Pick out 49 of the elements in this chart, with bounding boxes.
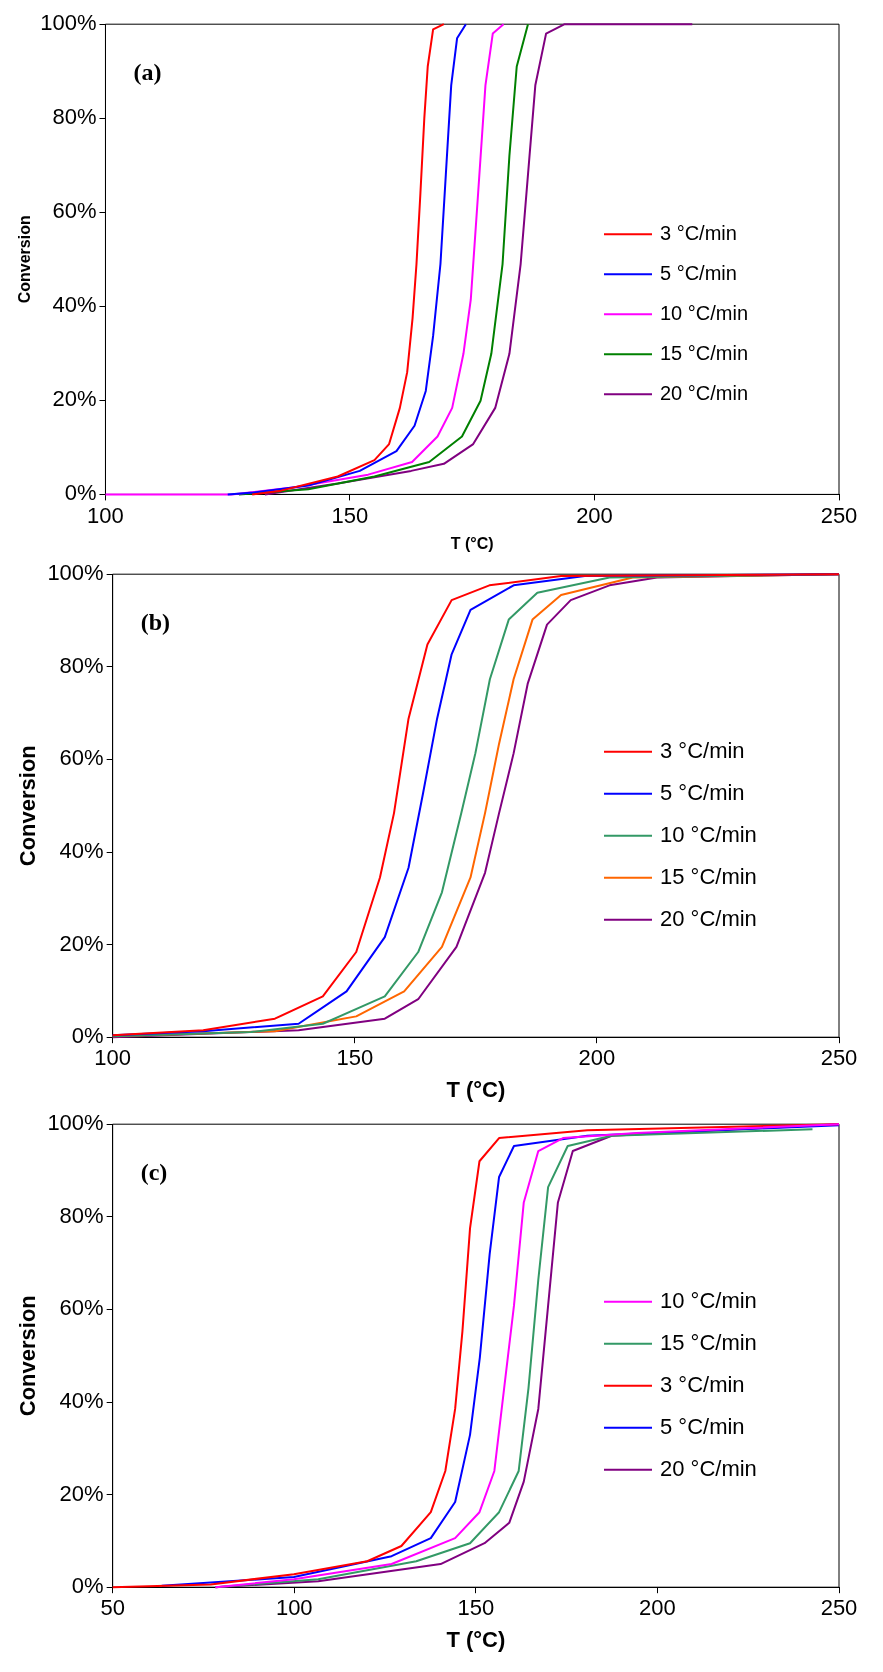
y-tick-label: 20% xyxy=(59,930,104,956)
y-axis-title: Conversion xyxy=(15,1295,41,1417)
legend-label: 3 °C/min xyxy=(660,737,745,763)
y-axis-title: Conversion xyxy=(16,215,34,304)
y-tick-label: 60% xyxy=(59,745,104,771)
x-axis-title: T (°C) xyxy=(446,1626,506,1652)
annotation: (c) xyxy=(140,1159,168,1186)
annotation: (b) xyxy=(140,609,171,636)
annotation: (a) xyxy=(133,59,162,86)
x-tick-label: 200 xyxy=(576,502,613,528)
y-tick-label: 100% xyxy=(47,1110,104,1136)
x-tick-label: 150 xyxy=(336,1045,374,1071)
x-tick-label: 150 xyxy=(331,502,369,528)
x-tick-label: 100 xyxy=(275,1595,313,1621)
x-tick-label: 250 xyxy=(820,502,858,528)
y-tick-label: 20% xyxy=(52,386,97,412)
legend-label: 10 °C/min xyxy=(660,301,749,324)
y-tick-label: 80% xyxy=(52,104,97,130)
y-tick-label: 100% xyxy=(40,10,97,36)
legend-label: 20 °C/min xyxy=(660,381,749,404)
y-tick-label: 80% xyxy=(59,1202,104,1228)
x-axis-title: T (°C) xyxy=(446,1076,506,1102)
legend-label: 5 °C/min xyxy=(660,261,737,284)
y-tick-label: 40% xyxy=(59,1388,104,1414)
legend-label: 15 °C/min xyxy=(660,341,749,364)
x-tick-label: 200 xyxy=(639,1595,676,1621)
legend-label: 3 °C/min xyxy=(660,221,737,244)
y-tick-label: 20% xyxy=(59,1480,104,1506)
legend-label: 15 °C/min xyxy=(660,1329,757,1355)
y-tick-label: 60% xyxy=(52,198,97,224)
legend-label: 10 °C/min xyxy=(660,821,757,847)
legend-label: 15 °C/min xyxy=(660,863,757,889)
y-tick-label: 40% xyxy=(59,838,104,864)
y-axis-title: Conversion xyxy=(15,745,41,867)
y-tick-label: 80% xyxy=(59,652,104,678)
legend-label: 5 °C/min xyxy=(660,1413,745,1439)
x-tick-label: 250 xyxy=(820,1595,858,1621)
x-tick-label: 250 xyxy=(820,1045,858,1071)
x-axis-title: T (°C) xyxy=(450,534,494,552)
legend-label: 20 °C/min xyxy=(660,1455,757,1481)
y-tick-label: 40% xyxy=(52,292,97,318)
legend-label: 3 °C/min xyxy=(660,1371,745,1397)
x-tick-label: 200 xyxy=(578,1045,616,1071)
y-tick-label: 60% xyxy=(59,1295,104,1321)
legend-label: 5 °C/min xyxy=(660,779,745,805)
x-tick-label: 150 xyxy=(457,1595,495,1621)
legend-label: 20 °C/min xyxy=(660,905,757,931)
y-tick-label: 100% xyxy=(47,560,104,586)
legend-label: 10 °C/min xyxy=(660,1287,757,1313)
